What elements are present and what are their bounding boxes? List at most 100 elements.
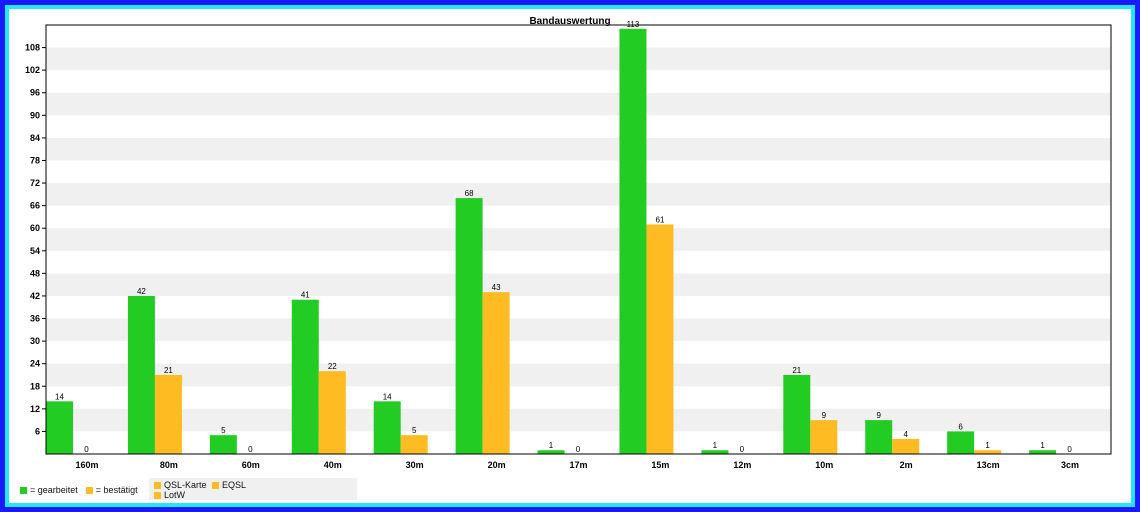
x-tick-label-160m: 160m [75,460,98,470]
bar-gearbeitet-13cm [947,431,975,454]
data-label-bestätigt-17m: 0 [576,445,581,454]
legend-item-lotw: LotW [154,490,185,500]
x-tick-label-15m: 15m [651,460,669,470]
y-tick-label-96: 96 [30,88,40,98]
x-tick-label-80m: 80m [160,460,178,470]
data-label-bestätigt-10m: 9 [822,411,827,420]
y-tick-label-12: 12 [30,404,40,414]
grid-band [46,228,1111,251]
bar-gearbeitet-2m [865,420,893,454]
series-legend: = gearbeitet = bestätigt [20,485,146,495]
data-label-gearbeitet-60m: 5 [221,426,226,435]
legend-swatch-worked [20,486,27,494]
legend-label-confirmed: = bestätigt [95,485,138,495]
bar-bestätigt-10m [810,420,838,454]
y-tick-label-108: 108 [25,43,40,53]
legend-item-worked: = gearbeitet [20,485,78,495]
x-tick-label-30m: 30m [406,460,424,470]
x-tick-label-3cm: 3cm [1061,460,1079,470]
legend-item-confirmed: = bestätigt [85,485,138,495]
data-label-gearbeitet-20m: 68 [465,189,474,198]
data-label-bestätigt-15m: 61 [656,215,665,224]
data-label-bestätigt-80m: 21 [164,366,173,375]
bar-bestätigt-30m [400,435,428,454]
y-tick-label-66: 66 [30,201,40,211]
legend-label-eqsl: EQSL [222,480,247,490]
x-tick-label-20m: 20m [488,460,506,470]
y-tick-label-6: 6 [35,426,40,436]
bar-bestätigt-2m [892,438,920,454]
data-label-bestätigt-2m: 4 [904,430,909,439]
data-label-bestätigt-13cm: 1 [985,441,990,450]
data-label-gearbeitet-17m: 1 [549,441,554,450]
grid-band [46,47,1111,71]
data-label-gearbeitet-15m: 113 [627,20,640,29]
x-tick-label-10m: 10m [815,460,833,470]
grid-band [46,137,1111,161]
data-label-gearbeitet-10m: 21 [792,366,801,375]
legend-label-worked: = gearbeitet [30,485,78,495]
y-tick-label-72: 72 [30,178,40,188]
confirmation-legend: QSL-Karte EQSL LotW [149,478,357,500]
legend-swatch-eqsl [212,481,219,489]
bar-bestätigt-80m [154,374,182,454]
data-label-bestätigt-12m: 0 [740,445,745,454]
bar-gearbeitet-60m [209,435,237,454]
chart-title: Bandauswertung [529,16,610,27]
data-label-gearbeitet-80m: 42 [137,287,146,296]
y-tick-label-30: 30 [30,336,40,346]
grid-bands [46,47,1111,432]
legend-label-qsl: QSL-Karte [164,480,207,490]
data-label-bestätigt-30m: 5 [412,426,417,435]
data-label-bestätigt-40m: 22 [328,362,337,371]
y-tick-label-60: 60 [30,223,40,233]
inner-frame [5,5,1135,507]
y-tick-label-102: 102 [25,65,40,75]
legend-item-qsl: QSL-Karte [154,480,207,490]
grid-band [46,363,1111,387]
bar-gearbeitet-20m [455,198,483,454]
bar-gearbeitet-15m [619,28,647,455]
y-tick-label-36: 36 [30,314,40,324]
data-label-gearbeitet-3cm: 1 [1040,441,1045,450]
data-label-gearbeitet-160m: 14 [55,392,64,401]
data-label-bestätigt-3cm: 0 [1067,445,1072,454]
data-label-gearbeitet-2m: 9 [877,411,882,420]
data-label-bestätigt-20m: 43 [492,283,501,292]
data-label-gearbeitet-40m: 41 [301,291,310,300]
bar-bestätigt-13cm [974,450,1002,454]
grid-band [46,408,1111,432]
bar-gearbeitet-160m [46,401,73,454]
grid-band [46,183,1111,206]
y-tick-label-18: 18 [30,381,40,391]
y-tick-label-84: 84 [30,133,40,143]
grid-band [46,273,1111,296]
y-tick-label-90: 90 [30,110,40,120]
legend-swatch-confirmed [85,486,93,494]
bar-gearbeitet-30m [373,401,401,454]
x-tick-label-2m: 2m [900,460,913,470]
x-tick-label-13cm: 13cm [977,460,1000,470]
legend-label-lotw: LotW [164,490,186,500]
data-label-bestätigt-160m: 0 [84,445,89,454]
plot-border [45,24,1112,455]
legend-item-eqsl: EQSL [212,480,246,490]
bar-gearbeitet-80m [127,295,155,454]
bar-gearbeitet-40m [291,299,319,454]
grid-band [46,92,1111,116]
bar-bestätigt-40m [318,371,346,454]
y-tick-label-54: 54 [30,246,40,256]
x-tick-label-17m: 17m [569,460,587,470]
y-tick-label-42: 42 [30,291,40,301]
bar-gearbeitet-17m [537,450,565,454]
grid-band [46,318,1111,342]
x-tick-label-60m: 60m [242,460,260,470]
bar-bestätigt-20m [482,292,510,454]
axes: 160m 80m 60m 40m 30m 20m 17m 15m 12m 10m 2m 13cm 3cm… [25,24,1112,470]
bar-gearbeitet-12m [701,450,729,454]
x-tick-label-40m: 40m [324,460,342,470]
legend-swatch-qsl [154,481,161,489]
